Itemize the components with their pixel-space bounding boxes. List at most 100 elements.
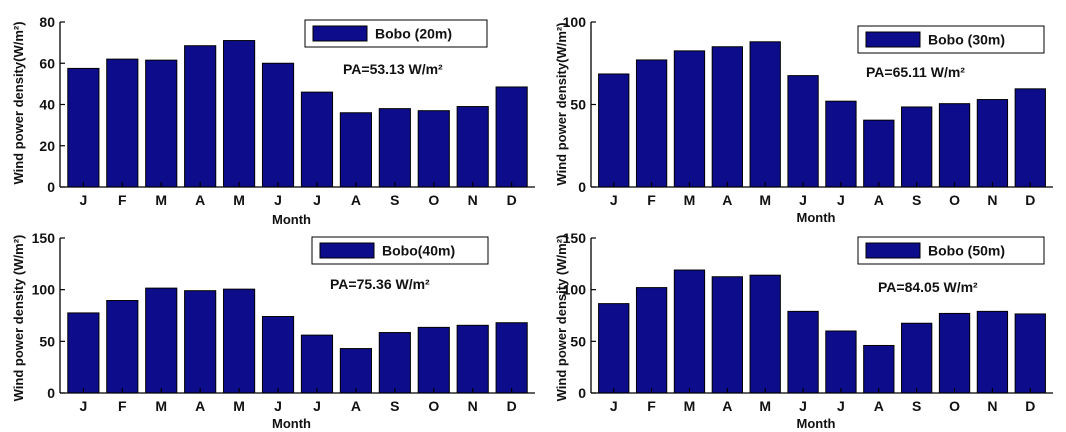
bar-10 [417,110,450,188]
legend-swatch [319,242,375,259]
x-tick-label: F [647,192,656,208]
x-tick-label: N [468,192,478,208]
x-tick-label: J [313,192,321,208]
bar-2 [106,300,139,394]
x-axis-label: Month [272,416,311,431]
bar-3 [673,269,706,394]
x-tick-label: A [351,192,361,208]
bar-8 [339,112,372,188]
x-tick-label: O [949,192,960,208]
legend-label: Bobo (30m) [928,32,1005,48]
y-tick-label: 20 [39,138,55,154]
x-tick-label: S [390,398,399,414]
y-tick-label: 40 [39,97,55,113]
bar-7 [300,334,334,394]
x-tick-label: A [874,398,884,414]
legend: Bobo (30m) [857,25,1045,54]
y-axis-label: Wind power density(W/m²) [11,21,26,184]
pa-annotation: PA=84.05 W/m² [878,279,978,295]
bar-8 [339,348,372,394]
legend-swatch [312,25,368,42]
chart-panel-1: 0 20 40 60 80 J F M A M J J A S O N D Wind power density(… [11,14,535,227]
x-tick-label: A [722,398,732,414]
bar-1 [67,312,100,394]
y-tick-label: 150 [563,230,587,246]
legend-label: Bobo (50m) [928,243,1005,259]
x-tick-label: A [195,192,205,208]
bar-6 [261,62,295,188]
x-tick-label: A [722,192,732,208]
x-tick-label: O [428,398,439,414]
bar-2 [635,287,668,394]
bar-1 [598,73,630,188]
x-tick-label: D [507,398,517,414]
x-tick-label: F [118,398,127,414]
bar-8 [863,344,895,394]
y-tick-label: 50 [570,333,586,349]
y-tick-label: 50 [39,333,55,349]
bar-11 [456,324,489,394]
x-tick-label: M [684,192,696,208]
bar-7 [825,100,857,188]
x-tick-label: F [647,398,656,414]
bar-12 [495,86,528,188]
bar-5 [223,288,256,394]
bar-8 [863,119,895,188]
bar-2 [106,58,139,188]
y-tick-label: 150 [32,230,56,246]
y-tick-label: 0 [47,385,55,401]
x-tick-label: S [390,192,399,208]
bar-4 [711,276,743,394]
x-axis-label: Month [272,212,311,227]
legend-swatch [865,242,921,259]
bar-4 [184,290,217,394]
legend-label: Bobo (20m) [375,26,452,42]
chart-panel-4: 0 50 100 150 J F M A M J J A S O N D Wind power density … [554,230,1053,431]
legend-label: Bobo(40m) [382,243,455,259]
bar-10 [938,312,971,394]
x-tick-label: J [610,192,618,208]
x-tick-label: S [912,192,921,208]
bar-6 [261,316,295,394]
y-axis-label: Wind power density(W/m²) [554,22,569,185]
x-tick-label: J [610,398,618,414]
chart-panel-3: 0 50 100 150 J F M A M J J A S O N D Wind power density … [11,230,535,431]
x-tick-label: A [195,398,205,414]
bar-2 [635,59,668,188]
y-tick-label: 60 [39,55,55,71]
bar-1 [598,303,630,394]
y-axis-label: Wind power density (W/m²) [11,235,26,402]
x-tick-label: M [155,398,167,414]
bar-1 [67,67,100,188]
bar-9 [901,322,933,394]
x-axis-label: Month [797,416,836,431]
legend: Bobo (50m) [857,236,1045,265]
bar-6 [787,75,819,188]
bar-11 [456,106,489,188]
x-tick-label: A [351,398,361,414]
y-axis-label: Wind power density (W/m²) [554,235,569,402]
x-tick-label: N [987,398,997,414]
bar-3 [145,59,178,188]
x-tick-label: D [1025,398,1035,414]
x-tick-label: J [79,398,87,414]
x-tick-label: J [799,398,807,414]
bar-10 [417,326,450,394]
bar-3 [145,287,178,394]
bar-11 [976,310,1009,394]
chart-panel-2: 0 50 100 J F M A M J J A S O N D Wind power density(W/m… [554,14,1053,225]
pa-annotation: PA=75.36 W/m² [330,276,430,292]
legend-box [857,25,1045,54]
x-tick-label: M [155,192,167,208]
x-tick-label: J [837,192,845,208]
y-tick-label: 80 [39,14,55,30]
x-tick-label: M [233,398,245,414]
x-axis-label: Month [797,210,836,225]
x-tick-label: D [1025,192,1035,208]
x-tick-label: D [507,192,517,208]
bar-9 [378,332,411,394]
bar-9 [378,108,411,188]
x-tick-label: J [837,398,845,414]
y-tick-label: 0 [578,385,586,401]
